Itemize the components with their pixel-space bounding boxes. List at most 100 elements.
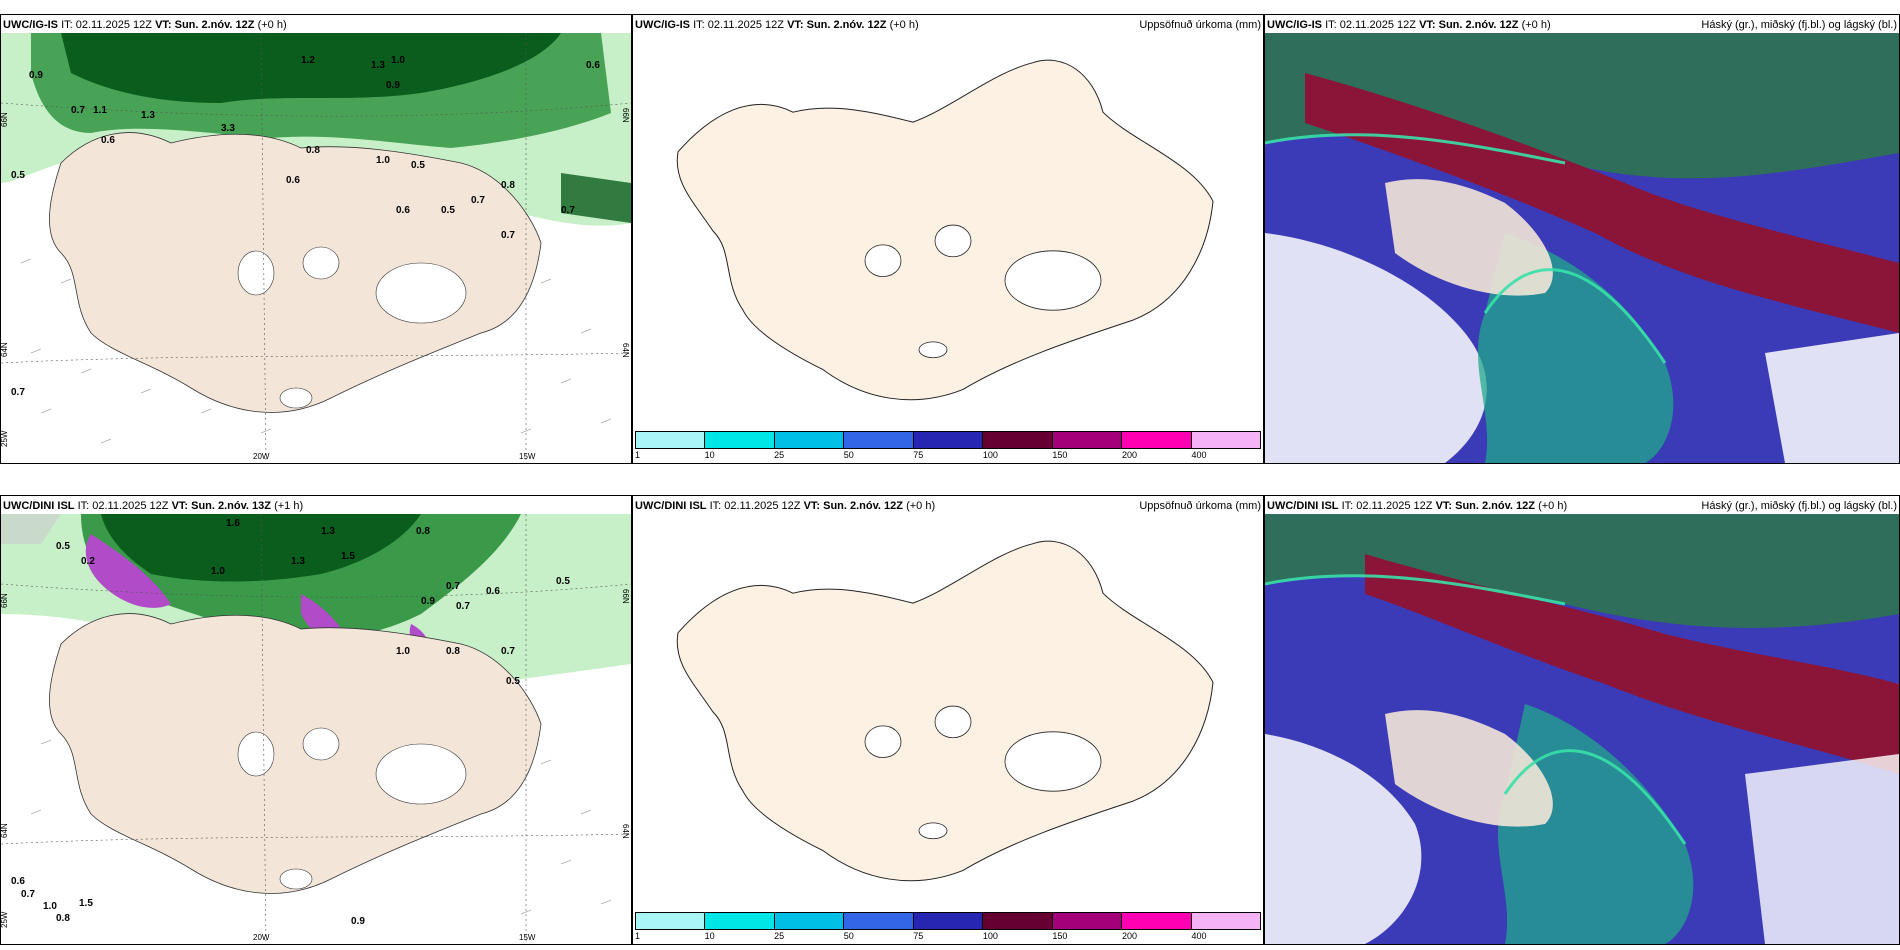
lat-label: 66N — [621, 589, 630, 604]
cloud-panel-top: UWC/IG-IS IT: 02.11.2025 12Z VT: Sun. 2.… — [1264, 14, 1900, 464]
value-label: 1.5 — [341, 551, 355, 562]
precip-panel-top: UWC/IG-IS IT: 02.11.2025 12Z VT: Sun. 2.… — [632, 14, 1264, 464]
colorbar-tick: 1 — [635, 450, 641, 460]
lat-label: 64N — [1, 823, 9, 838]
value-label: 0.9 — [386, 80, 400, 91]
lon-label: 20W — [253, 933, 270, 942]
value-label: 0.6 — [286, 175, 300, 186]
iceland-land — [49, 132, 542, 413]
value-label: 1.1 — [93, 105, 107, 116]
value-label: 1.6 — [226, 518, 240, 529]
model-name: UWC/IG-IS — [1267, 19, 1322, 31]
colorbar-tick: 75 — [913, 450, 924, 460]
value-label: 0.6 — [11, 876, 25, 887]
panel-header: UWC/IG-IS IT: 02.11.2025 12Z VT: Sun. 2.… — [3, 17, 629, 33]
lead-time: (+0 h) — [906, 500, 936, 512]
precip-map[interactable] — [633, 33, 1263, 429]
lon-label: 25W — [1, 911, 9, 928]
it-value: 02.11.2025 12Z — [724, 500, 801, 512]
colorbar-cell — [636, 913, 706, 929]
value-label: 0.5 — [11, 170, 25, 181]
cloud-map-svg — [1265, 33, 1899, 463]
colorbar-tick: 150 — [1052, 450, 1068, 460]
value-label: 0.7 — [11, 387, 25, 398]
value-label: 0.8 — [501, 180, 515, 191]
lon-label: 25W — [1, 430, 9, 447]
it-value: 02.11.2025 12Z — [75, 19, 152, 31]
cloud-panel-bottom: UWC/DINI ISL IT: 02.11.2025 12Z VT: Sun.… — [1264, 495, 1900, 945]
value-label: 0.9 — [351, 916, 365, 927]
model-name: UWC/DINI ISL — [1267, 500, 1339, 512]
wind-map-svg: 1.6 1.3 0.5 0.2 1.0 1.3 1.5 0.8 0.7 0.9 … — [1, 514, 631, 944]
colorbar-tick: 50 — [843, 931, 854, 941]
colorbar-cell — [1122, 432, 1192, 448]
colorbar-tick: 50 — [843, 450, 854, 460]
precip-map-svg — [676, 59, 1214, 401]
value-label: 0.2 — [81, 556, 95, 567]
it-value: 02.11.2025 12Z — [707, 19, 784, 31]
lat-label: 66N — [621, 108, 630, 123]
lat-label: 66N — [1, 112, 9, 127]
wind-panel-top: UWC/IG-IS IT: 02.11.2025 12Z VT: Sun. 2.… — [0, 14, 632, 464]
lead-time: (+0 h) — [257, 19, 287, 31]
colorbar-tick: 200 — [1121, 450, 1137, 460]
panel-title: Uppsöfnuð úrkoma (mm) — [1139, 500, 1261, 512]
colorbar-cell — [1052, 432, 1123, 448]
value-label: 1.3 — [291, 556, 305, 567]
precip-map[interactable] — [633, 514, 1263, 910]
wind-panel-bottom: UWC/DINI ISL IT: 02.11.2025 12Z VT: Sun.… — [0, 495, 632, 945]
cloud-map[interactable] — [1265, 33, 1899, 463]
lead-time: (+0 h) — [1538, 500, 1568, 512]
vt-label: VT: Sun. 2.nóv. 13Z — [171, 500, 271, 512]
iceland-land — [49, 613, 542, 894]
precip-panel-bottom: UWC/DINI ISL IT: 02.11.2025 12Z VT: Sun.… — [632, 495, 1264, 945]
cloud-map-svg — [1265, 514, 1899, 944]
wind-map[interactable]: 1.6 1.3 0.5 0.2 1.0 1.3 1.5 0.8 0.7 0.9 … — [1, 514, 631, 944]
lead-time: (+1 h) — [274, 500, 304, 512]
lead-time: (+0 h) — [889, 19, 919, 31]
value-label: 0.7 — [471, 195, 485, 206]
precip-map-svg — [676, 540, 1214, 882]
it-label: IT: — [1341, 500, 1354, 512]
colorbar-ticks: 1 10 25 50 75 100 150 200 400 — [635, 450, 1261, 461]
value-label: 0.7 — [561, 205, 575, 216]
it-label: IT: — [1325, 19, 1337, 31]
value-label: 1.0 — [396, 646, 410, 657]
colorbar-tick: 100 — [982, 450, 998, 460]
colorbar-tick: 100 — [982, 931, 998, 941]
lon-label: 20W — [253, 452, 270, 461]
colorbar-cell — [844, 432, 914, 448]
value-label: 0.6 — [396, 205, 410, 216]
value-label: 0.5 — [411, 160, 425, 171]
value-label: 1.0 — [391, 55, 405, 66]
value-label: 0.7 — [501, 230, 515, 241]
value-label: 0.5 — [506, 676, 520, 687]
model-name: UWC/DINI ISL — [3, 500, 75, 512]
vt-label: VT: Sun. 2.nóv. 12Z — [155, 19, 255, 31]
colorbar-cells — [635, 912, 1261, 930]
value-label: 0.7 — [456, 601, 470, 612]
value-label: 1.0 — [43, 901, 57, 912]
colorbar-cell — [705, 913, 775, 929]
it-value: 02.11.2025 12Z — [92, 500, 169, 512]
vt-label: VT: Sun. 2.nóv. 12Z — [803, 500, 903, 512]
value-label: 0.9 — [29, 70, 43, 81]
cloud-map[interactable] — [1265, 514, 1899, 944]
value-label: 0.8 — [416, 526, 430, 537]
colorbar-tick: 400 — [1191, 450, 1207, 460]
value-label: 0.7 — [501, 646, 515, 657]
it-value: 02.11.2025 12Z — [1339, 19, 1416, 31]
wind-map[interactable]: 0.9 1.2 1.3 1.0 0.9 0.6 0.7 1.1 1.3 0.6 … — [1, 33, 631, 463]
panel-title: Háský (gr.), miðský (fj.bl.) og lágský (… — [1701, 500, 1897, 512]
colorbar-cell — [1122, 913, 1192, 929]
colorbar-cells — [635, 431, 1261, 449]
value-label: 0.6 — [586, 60, 600, 71]
colorbar-tick: 75 — [913, 931, 924, 941]
colorbar-cell — [983, 913, 1053, 929]
it-label: IT: — [693, 19, 705, 31]
colorbar: 1 10 25 50 75 100 150 200 400 — [635, 912, 1261, 942]
panel-header: UWC/DINI ISL IT: 02.11.2025 12Z VT: Sun.… — [3, 498, 629, 514]
wind-map-svg: 0.9 1.2 1.3 1.0 0.9 0.6 0.7 1.1 1.3 0.6 … — [1, 33, 631, 463]
colorbar-tick: 25 — [774, 450, 785, 460]
panel-header: UWC/DINI ISL IT: 02.11.2025 12Z VT: Sun.… — [635, 498, 1261, 514]
